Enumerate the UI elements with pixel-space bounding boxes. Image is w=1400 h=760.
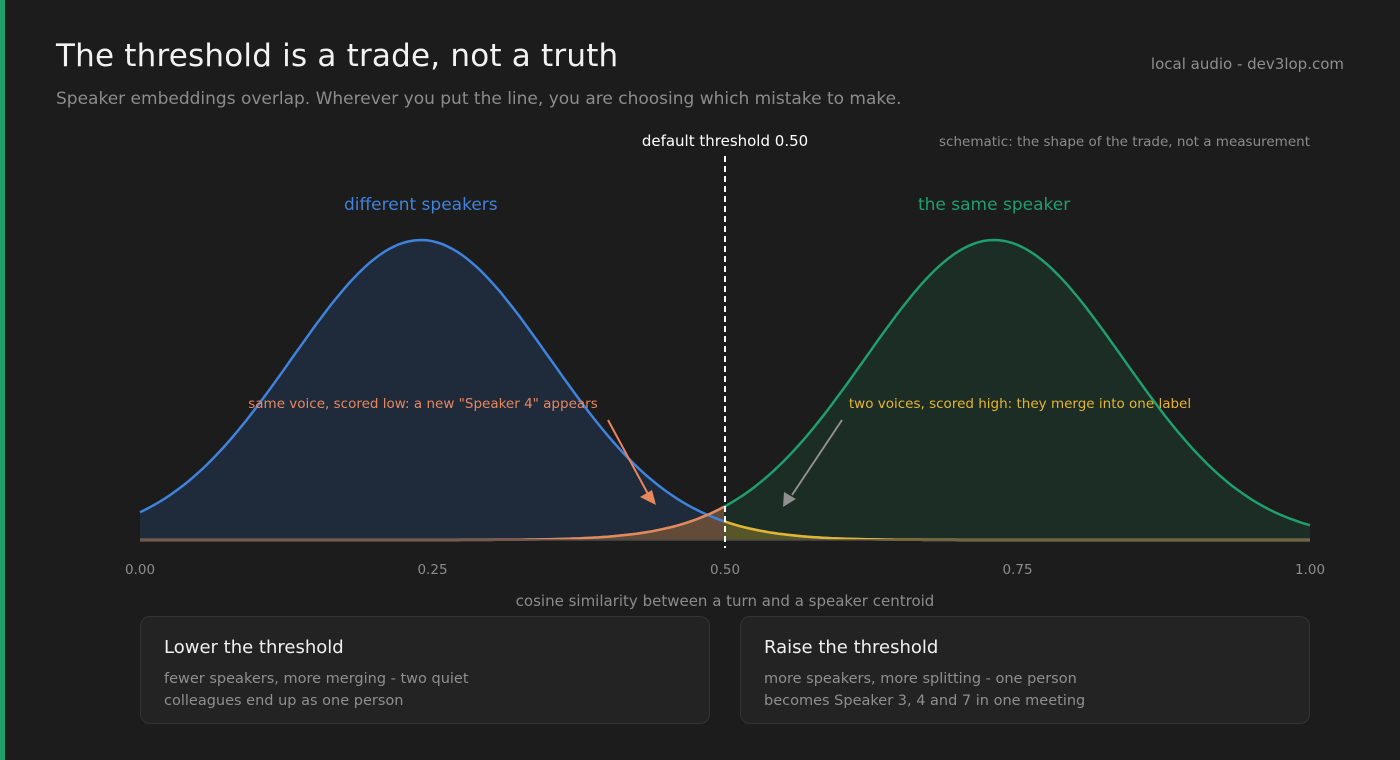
accent-bar bbox=[0, 0, 5, 760]
x-tick-label: 1.00 bbox=[1295, 562, 1325, 578]
x-tick-label: 0.25 bbox=[417, 562, 447, 578]
series-label-different-speakers: different speakers bbox=[344, 195, 498, 215]
overlap-above-threshold-fill bbox=[724, 521, 1310, 540]
same-speaker-fill bbox=[140, 240, 1310, 540]
annotation-split-arrowhead bbox=[640, 490, 656, 505]
x-tick-label: 0.50 bbox=[710, 562, 740, 578]
annotation-merge-arrowhead bbox=[783, 492, 796, 507]
raise-threshold-card: Raise the threshold more speakers, more … bbox=[740, 616, 1310, 724]
annotation-merge-arrow-line bbox=[791, 419, 843, 496]
lower-threshold-card: Lower the threshold fewer speakers, more… bbox=[140, 616, 710, 724]
annotation-merge-error: two voices, scored high: they merge into… bbox=[849, 396, 1191, 412]
chart: default threshold 0.50 schematic: the sh… bbox=[125, 132, 1325, 610]
annotation-split-arrow-line bbox=[607, 419, 649, 495]
x-tick-label: 0.75 bbox=[1002, 562, 1032, 578]
page-subtitle: Speaker embeddings overlap. Wherever you… bbox=[56, 89, 902, 109]
x-axis-label: cosine similarity between a turn and a s… bbox=[516, 592, 935, 610]
different-speakers-fill bbox=[140, 240, 1310, 540]
overlap-below-threshold-fill bbox=[140, 506, 724, 540]
chart-note: schematic: the shape of the trade, not a… bbox=[939, 134, 1310, 150]
x-tick-label: 0.00 bbox=[125, 562, 155, 578]
page-title: The threshold is a trade, not a truth bbox=[56, 38, 619, 74]
lower-threshold-title: Lower the threshold bbox=[164, 637, 344, 658]
raise-threshold-description: more speakers, more splitting - one pers… bbox=[764, 671, 1086, 709]
annotation-split-error: same voice, scored low: a new "Speaker 4… bbox=[248, 396, 597, 412]
raise-threshold-title: Raise the threshold bbox=[764, 637, 939, 658]
source-label: local audio - dev3lop.com bbox=[1150, 55, 1344, 73]
threshold-label: default threshold 0.50 bbox=[642, 132, 808, 150]
lower-threshold-description: fewer speakers, more merging - two quiet… bbox=[164, 671, 469, 709]
series-label-same-speaker: the same speaker bbox=[918, 195, 1070, 215]
